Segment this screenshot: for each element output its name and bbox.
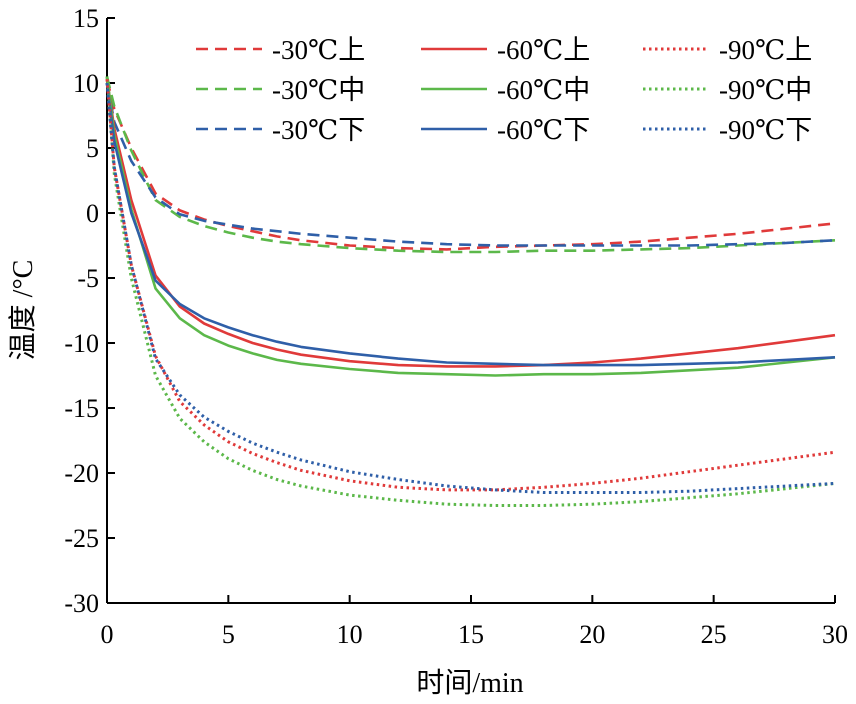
- plot-lines: [105, 76, 836, 507]
- legend-label-4: -60℃上: [497, 35, 590, 65]
- y-tick-label: -10: [64, 329, 99, 358]
- x-axis-title: 时间/min: [416, 667, 523, 699]
- legend-label-8: -90℃中: [719, 75, 812, 105]
- series-line-8: [105, 76, 836, 507]
- y-tick-label: -30: [64, 589, 99, 618]
- legend-label-2: -30℃中: [272, 75, 365, 105]
- series-line-6: [105, 82, 836, 367]
- legend: -30℃上 -30℃中 -30℃下 -60℃上 -60℃中 -60℃下 -90℃上 -90℃中…: [196, 35, 812, 145]
- x-tick-label: 10: [337, 620, 363, 649]
- legend-label-5: -60℃中: [497, 75, 590, 105]
- legend-label-9: -90℃下: [719, 115, 812, 145]
- y-tick-label: 10: [73, 69, 99, 98]
- y-tick-label: 15: [73, 4, 99, 33]
- series-line-9: [105, 82, 836, 494]
- x-tick-label: 30: [822, 620, 848, 649]
- y-tick-label: -25: [64, 524, 99, 553]
- series-line-2: [105, 76, 836, 254]
- y-axis-title: 温度 /°C: [7, 260, 39, 361]
- x-tick-label: 15: [458, 620, 484, 649]
- x-tick-label: 20: [579, 620, 605, 649]
- y-tick-label: -5: [77, 264, 99, 293]
- y-tick-label: 0: [86, 199, 99, 228]
- series-line-4: [105, 78, 836, 368]
- legend-label-1: -30℃上: [272, 35, 365, 65]
- legend-label-6: -60℃下: [497, 115, 590, 145]
- legend-label-3: -30℃下: [272, 115, 365, 145]
- x-tick-label: 5: [222, 620, 235, 649]
- y-tick-label: 5: [86, 134, 99, 163]
- legend-label-7: -90℃上: [719, 35, 812, 65]
- x-tick-label: 0: [101, 620, 114, 649]
- series-line-3: [105, 82, 836, 247]
- series-line-5: [105, 76, 836, 377]
- x-tick-label: 25: [701, 620, 727, 649]
- y-tick-label: -15: [64, 394, 99, 423]
- y-tick-label: -20: [64, 459, 99, 488]
- series-line-1: [105, 78, 836, 251]
